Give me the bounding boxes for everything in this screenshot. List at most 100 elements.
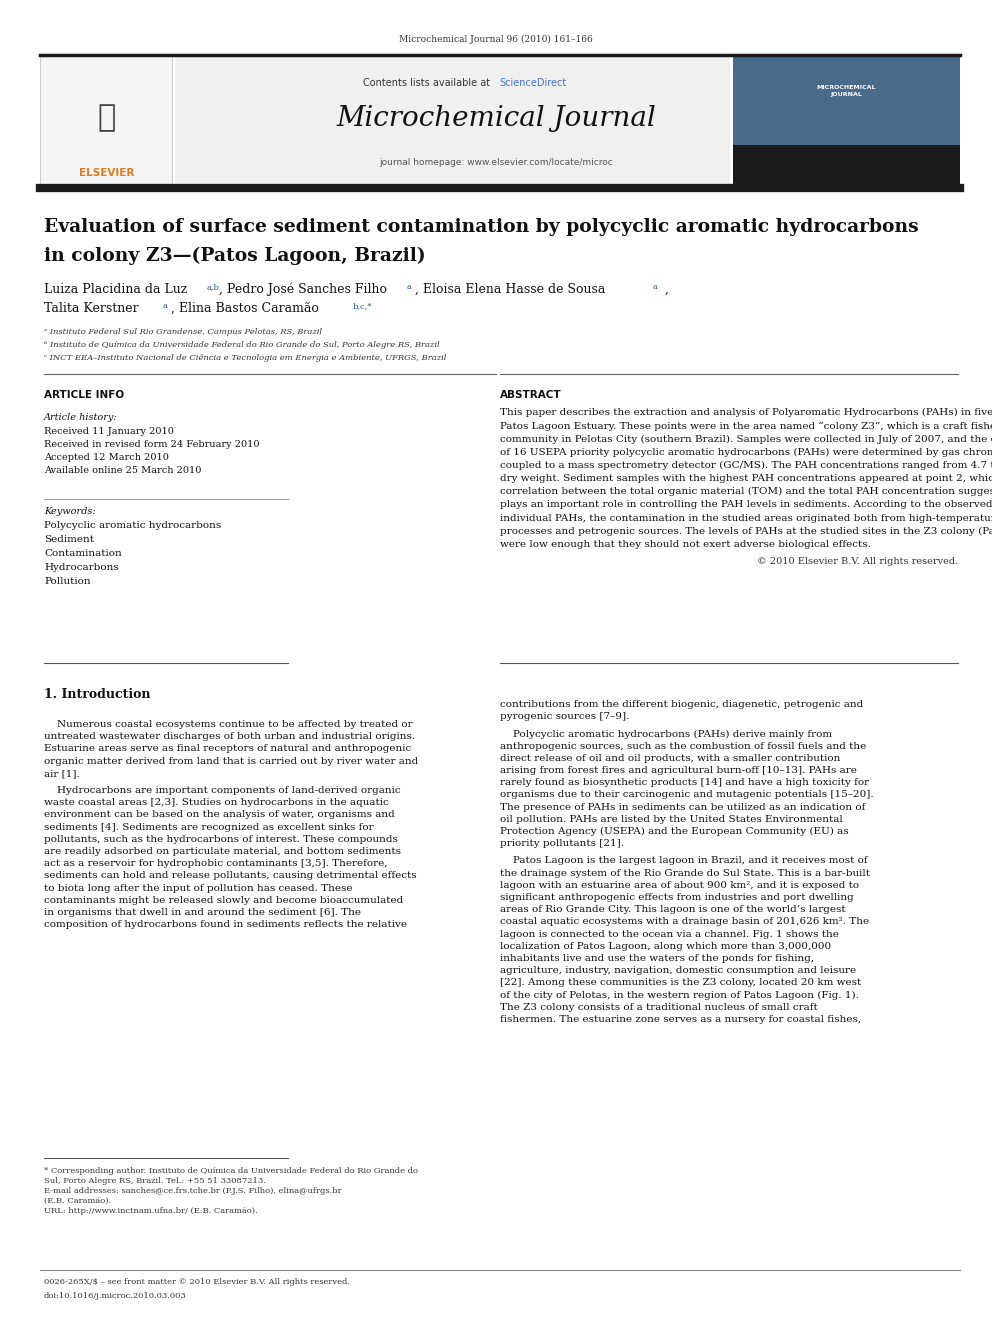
Text: of 16 USEPA priority polycyclic aromatic hydrocarbons (PAHs) were determined by : of 16 USEPA priority polycyclic aromatic… [500, 447, 992, 456]
Text: * Corresponding author. Instituto de Química da Universidade Federal do Rio Gran: * Corresponding author. Instituto de Quí… [44, 1167, 418, 1175]
Text: ,: , [661, 283, 669, 296]
Text: of the city of Pelotas, in the western region of Patos Lagoon (Fig. 1).: of the city of Pelotas, in the western r… [500, 991, 859, 1000]
Text: , Eloisa Elena Hasse de Sousa: , Eloisa Elena Hasse de Sousa [415, 283, 609, 296]
Text: are readily adsorbed on particulate material, and bottom sediments: are readily adsorbed on particulate mate… [44, 847, 401, 856]
Text: oil pollution. PAHs are listed by the United States Environmental: oil pollution. PAHs are listed by the Un… [500, 815, 843, 824]
Text: Polycyclic aromatic hydrocarbons: Polycyclic aromatic hydrocarbons [44, 521, 221, 531]
Bar [40, 56, 172, 185]
Text: correlation between the total organic material (TOM) and the total PAH concentra: correlation between the total organic ma… [500, 487, 992, 496]
Text: coupled to a mass spectrometry detector (GC/MS). The PAH concentrations ranged f: coupled to a mass spectrometry detector … [500, 460, 992, 470]
Text: organisms due to their carcinogenic and mutagenic potentials [15–20].: organisms due to their carcinogenic and … [500, 790, 874, 799]
Text: 0026-265X/$ – see front matter © 2010 Elsevier B.V. All rights reserved.: 0026-265X/$ – see front matter © 2010 El… [44, 1278, 350, 1286]
Text: Polycyclic aromatic hydrocarbons (PAHs) derive mainly from: Polycyclic aromatic hydrocarbons (PAHs) … [500, 729, 832, 738]
Text: in colony Z3—(Patos Lagoon, Brazil): in colony Z3—(Patos Lagoon, Brazil) [44, 247, 426, 265]
Text: untreated wastewater discharges of both urban and industrial origins.: untreated wastewater discharges of both … [44, 732, 415, 741]
Text: ARTICLE INFO: ARTICLE INFO [44, 390, 124, 400]
Text: organic matter derived from land that is carried out by river water and: organic matter derived from land that is… [44, 757, 419, 766]
Text: a: a [407, 283, 412, 291]
Text: sediments can hold and release pollutants, causing detrimental effects: sediments can hold and release pollutant… [44, 872, 417, 880]
Text: waste coastal areas [2,3]. Studies on hydrocarbons in the aquatic: waste coastal areas [2,3]. Studies on hy… [44, 798, 389, 807]
Text: ABSTRACT: ABSTRACT [500, 390, 561, 400]
Text: lagoon with an estuarine area of about 900 km², and it is exposed to: lagoon with an estuarine area of about 9… [500, 881, 859, 890]
Text: ᶜ INCT EEA–Instituto Nacional de Ciência e Tecnologia em Energia e Ambiente, UFR: ᶜ INCT EEA–Instituto Nacional de Ciência… [44, 355, 446, 363]
Text: 1. Introduction: 1. Introduction [44, 688, 151, 701]
Text: coastal aquatic ecosystems with a drainage basin of 201,626 km². The: coastal aquatic ecosystems with a draina… [500, 917, 869, 926]
Text: Microchemical Journal: Microchemical Journal [336, 105, 656, 132]
Text: community in Pelotas City (southern Brazil). Samples were collected in July of 2: community in Pelotas City (southern Braz… [500, 434, 992, 443]
Text: Keywords:: Keywords: [44, 507, 95, 516]
Bar [175, 56, 730, 185]
Text: Received 11 January 2010: Received 11 January 2010 [44, 427, 174, 437]
Text: (E.B. Caramão).: (E.B. Caramão). [44, 1197, 111, 1205]
Text: a: a [163, 302, 168, 310]
Text: the drainage system of the Rio Grande do Sul State. This is a bar-built: the drainage system of the Rio Grande do… [500, 869, 870, 877]
Text: Numerous coastal ecosystems continue to be affected by treated or: Numerous coastal ecosystems continue to … [44, 720, 413, 729]
Text: localization of Patos Lagoon, along which more than 3,000,000: localization of Patos Lagoon, along whic… [500, 942, 831, 951]
Text: journal homepage: www.elsevier.com/locate/microc: journal homepage: www.elsevier.com/locat… [379, 157, 613, 167]
Text: agriculture, industry, navigation, domestic consumption and leisure: agriculture, industry, navigation, domes… [500, 966, 856, 975]
Text: Protection Agency (USEPA) and the European Community (EU) as: Protection Agency (USEPA) and the Europe… [500, 827, 848, 836]
Text: MICROCHEMICAL
JOURNAL: MICROCHEMICAL JOURNAL [816, 85, 876, 97]
Text: ScienceDirect: ScienceDirect [499, 78, 566, 89]
Text: Microchemical Journal 96 (2010) 161–166: Microchemical Journal 96 (2010) 161–166 [399, 34, 593, 44]
Bar [733, 146, 960, 185]
Text: Accepted 12 March 2010: Accepted 12 March 2010 [44, 452, 169, 462]
Text: contributions from the different biogenic, diagenetic, petrogenic and: contributions from the different biogeni… [500, 700, 863, 709]
Text: Hydrocarbons: Hydrocarbons [44, 564, 119, 572]
Text: areas of Rio Grande City. This lagoon is one of the world’s largest: areas of Rio Grande City. This lagoon is… [500, 905, 845, 914]
Text: contaminants might be released slowly and become bioaccumulated: contaminants might be released slowly an… [44, 896, 404, 905]
Text: in organisms that dwell in and around the sediment [6]. The: in organisms that dwell in and around th… [44, 908, 361, 917]
Text: inhabitants live and use the waters of the ponds for fishing,: inhabitants live and use the waters of t… [500, 954, 814, 963]
Text: Available online 25 March 2010: Available online 25 March 2010 [44, 466, 201, 475]
Text: Received in revised form 24 February 2010: Received in revised form 24 February 201… [44, 441, 260, 448]
Text: ᵇ Instituto de Química da Universidade Federal do Rio Grande do Sul, Porto Alegr: ᵇ Instituto de Química da Universidade F… [44, 341, 439, 349]
Text: Hydrocarbons are important components of land-derived organic: Hydrocarbons are important components of… [44, 786, 401, 795]
Text: anthropogenic sources, such as the combustion of fossil fuels and the: anthropogenic sources, such as the combu… [500, 742, 866, 750]
Text: The presence of PAHs in sediments can be utilized as an indication of: The presence of PAHs in sediments can be… [500, 803, 865, 811]
Text: direct release of oil and oil products, with a smaller contribution: direct release of oil and oil products, … [500, 754, 840, 763]
Text: dry weight. Sediment samples with the highest PAH concentrations appeared at poi: dry weight. Sediment samples with the hi… [500, 474, 992, 483]
Text: Contamination: Contamination [44, 549, 122, 558]
Text: fishermen. The estuarine zone serves as a nursery for coastal fishes,: fishermen. The estuarine zone serves as … [500, 1015, 861, 1024]
Text: pollutants, such as the hydrocarbons of interest. These compounds: pollutants, such as the hydrocarbons of … [44, 835, 398, 844]
Text: Evaluation of surface sediment contamination by polycyclic aromatic hydrocarbons: Evaluation of surface sediment contamina… [44, 218, 919, 235]
Text: air [1].: air [1]. [44, 769, 79, 778]
Text: Article history:: Article history: [44, 413, 118, 422]
Text: plays an important role in controlling the PAH levels in sediments. According to: plays an important role in controlling t… [500, 500, 992, 509]
Text: priority pollutants [21].: priority pollutants [21]. [500, 839, 624, 848]
Text: to biota long after the input of pollution has ceased. These: to biota long after the input of polluti… [44, 884, 352, 893]
Text: Talita Kerstner: Talita Kerstner [44, 302, 143, 315]
Text: rarely found as biosynthetic products [14] and have a high toxicity for: rarely found as biosynthetic products [1… [500, 778, 869, 787]
Text: lagoon is connected to the ocean via a channel. Fig. 1 shows the: lagoon is connected to the ocean via a c… [500, 930, 839, 938]
Text: ELSEVIER: ELSEVIER [79, 168, 135, 179]
Text: sediments [4]. Sediments are recognized as excellent sinks for: sediments [4]. Sediments are recognized … [44, 823, 374, 832]
Text: , Pedro José Sanches Filho: , Pedro José Sanches Filho [218, 283, 391, 296]
Text: 🌲: 🌲 [98, 103, 116, 132]
Text: Sul, Porto Alegre RS, Brazil. Tel.: +55 51 33087213.: Sul, Porto Alegre RS, Brazil. Tel.: +55 … [44, 1177, 266, 1185]
Text: environment can be based on the analysis of water, organisms and: environment can be based on the analysis… [44, 811, 395, 819]
Text: were low enough that they should not exert adverse biological effects.: were low enough that they should not exe… [500, 540, 871, 549]
Text: This paper describes the extraction and analysis of Polyaromatic Hydrocarbons (P: This paper describes the extraction and … [500, 407, 992, 417]
Text: individual PAHs, the contamination in the studied areas originated both from hig: individual PAHs, the contamination in th… [500, 513, 992, 523]
Text: pyrogenic sources [7–9].: pyrogenic sources [7–9]. [500, 712, 629, 721]
Text: b,c,*: b,c,* [352, 302, 372, 310]
Text: [22]. Among these communities is the Z3 colony, located 20 km west: [22]. Among these communities is the Z3 … [500, 979, 861, 987]
Text: © 2010 Elsevier B.V. All rights reserved.: © 2010 Elsevier B.V. All rights reserved… [757, 557, 958, 566]
Text: a: a [653, 283, 658, 291]
Text: arising from forest fires and agricultural burn-off [10–13]. PAHs are: arising from forest fires and agricultur… [500, 766, 857, 775]
Text: Patos Lagoon is the largest lagoon in Brazil, and it receives most of: Patos Lagoon is the largest lagoon in Br… [500, 856, 868, 865]
Text: processes and petrogenic sources. The levels of PAHs at the studied sites in the: processes and petrogenic sources. The le… [500, 527, 992, 536]
Text: Luiza Placidina da Luz: Luiza Placidina da Luz [44, 283, 191, 296]
Text: URL: http://www.inctnam.ufna.br/ (E.B. Caramão).: URL: http://www.inctnam.ufna.br/ (E.B. C… [44, 1207, 258, 1215]
Bar [733, 56, 960, 185]
Text: , Elina Bastos Caramão: , Elina Bastos Caramão [171, 302, 322, 315]
Text: doi:10.1016/j.microc.2010.03.003: doi:10.1016/j.microc.2010.03.003 [44, 1293, 186, 1301]
Text: Pollution: Pollution [44, 577, 90, 586]
Text: act as a reservoir for hydrophobic contaminants [3,5]. Therefore,: act as a reservoir for hydrophobic conta… [44, 859, 388, 868]
Text: Patos Lagoon Estuary. These points were in the area named “colony Z3”, which is : Patos Lagoon Estuary. These points were … [500, 421, 992, 430]
Text: significant anthropogenic effects from industries and port dwelling: significant anthropogenic effects from i… [500, 893, 854, 902]
Text: ᵃ Instituto Federal Sul Rio Grandense, Campus Pelotas, RS, Brazil: ᵃ Instituto Federal Sul Rio Grandense, C… [44, 328, 322, 336]
Text: The Z3 colony consists of a traditional nucleus of small craft: The Z3 colony consists of a traditional … [500, 1003, 817, 1012]
Text: Sediment: Sediment [44, 534, 94, 544]
Text: E-mail addresses: sanches@ce.frs.tche.br (P.J.S. Filho), elina@ufrgs.br: E-mail addresses: sanches@ce.frs.tche.br… [44, 1187, 341, 1195]
